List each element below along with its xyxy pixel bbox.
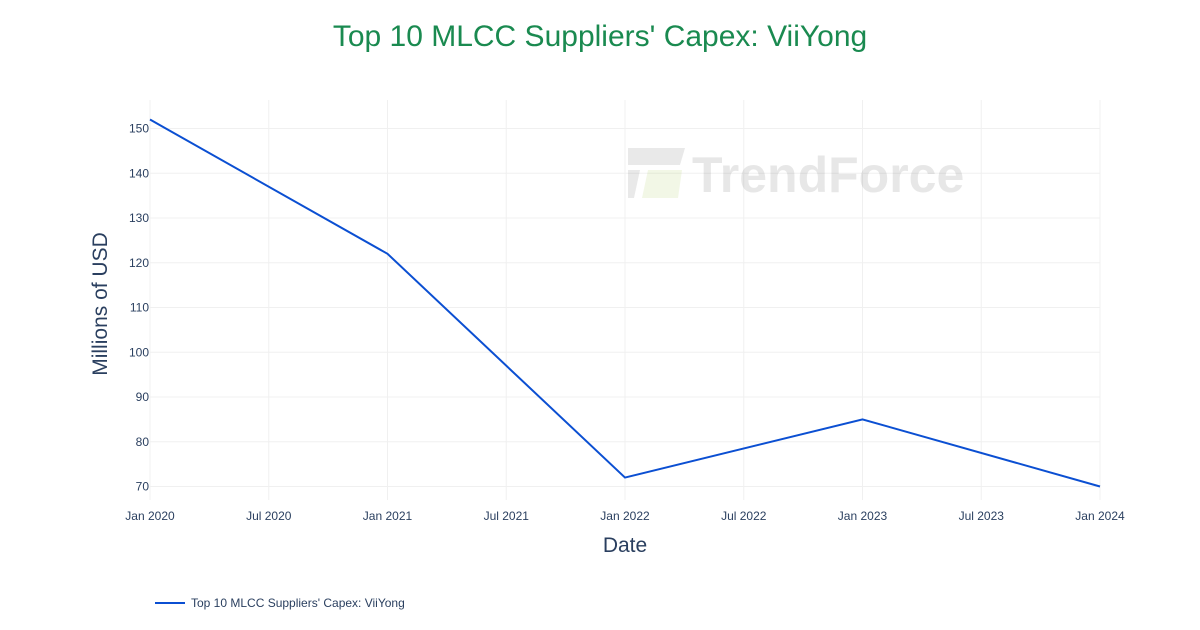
- x-axis-label: Date: [603, 534, 647, 557]
- x-tick-label: Jan 2023: [838, 509, 888, 523]
- legend-label: Top 10 MLCC Suppliers' Capex: ViiYong: [191, 596, 405, 610]
- y-tick-label: 140: [129, 166, 149, 180]
- y-tick-label: 90: [136, 390, 150, 404]
- data-line: [149, 118, 1101, 488]
- x-tick-label: Jan 2024: [1075, 509, 1125, 523]
- x-tick-label: Jul 2021: [484, 509, 530, 523]
- x-tick-label: Jan 2022: [600, 509, 650, 523]
- x-tick-label: Jan 2020: [125, 509, 175, 523]
- legend-line-swatch: [155, 602, 185, 604]
- y-tick-label: 100: [129, 345, 149, 359]
- y-axis-ticks: 70 80 90 100 110 120 130 140 150: [129, 122, 149, 494]
- legend[interactable]: Top 10 MLCC Suppliers' Capex: ViiYong: [155, 596, 405, 610]
- y-tick-label: 130: [129, 211, 149, 225]
- x-tick-label: Jul 2023: [959, 509, 1005, 523]
- y-tick-label: 120: [129, 256, 149, 270]
- chart-title: Top 10 MLCC Suppliers' Capex: ViiYong: [332, 20, 868, 53]
- y-tick-label: 110: [130, 301, 149, 315]
- x-axis-ticks: Jan 2020 Jul 2020 Jan 2021 Jul 2021 Jan 2022…: [125, 509, 1125, 523]
- gridlines: [149, 100, 1101, 500]
- x-tick-label: Jul 2020: [246, 509, 292, 523]
- y-tick-label: 150: [129, 122, 149, 136]
- x-tick-label: Jan 2021: [363, 509, 413, 523]
- y-axis-label: Millions of USD: [89, 232, 112, 376]
- x-tick-label: Jul 2022: [721, 509, 767, 523]
- y-tick-label: 80: [136, 435, 150, 449]
- svg-text:TrendForce: TrendForce: [692, 147, 964, 203]
- trendforce-watermark: TrendForce: [628, 147, 964, 203]
- y-tick-label: 70: [136, 480, 150, 494]
